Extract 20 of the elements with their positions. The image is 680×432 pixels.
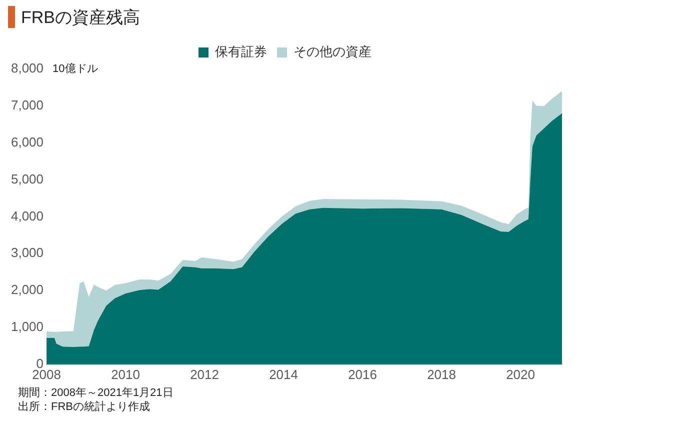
y-tick-label: 6,000 xyxy=(10,134,44,150)
x-tick-label: 2012 xyxy=(190,366,219,382)
text: 出所：FRBの統計より作成 xyxy=(18,400,151,414)
y-tick-label: 2,000 xyxy=(10,282,44,298)
y-tick-label: 4,000 xyxy=(10,208,44,224)
x-tick-label: 2016 xyxy=(348,366,377,382)
legend-label: 保有証券 xyxy=(215,44,267,60)
x-tick-label: 2014 xyxy=(269,366,298,382)
legend-label: その他の資産 xyxy=(294,44,372,60)
y-axis-title: 10億ドル xyxy=(52,62,98,76)
y-tick-label: 3,000 xyxy=(10,245,44,260)
chart-title: FRBの資産残高 xyxy=(21,6,140,28)
y-tick-label: 5,000 xyxy=(10,171,44,186)
x-tick-label: 2020 xyxy=(506,366,535,382)
y-tick-label: 7,000 xyxy=(10,98,44,113)
x-tick-label: 2010 xyxy=(111,366,140,382)
y-tick-label: 1,000 xyxy=(10,319,44,334)
x-tick-label: 2018 xyxy=(427,366,456,382)
text: 期間：2008年～2021年1月21日 xyxy=(18,386,174,400)
y-tick-label: 8,000 xyxy=(10,60,44,76)
